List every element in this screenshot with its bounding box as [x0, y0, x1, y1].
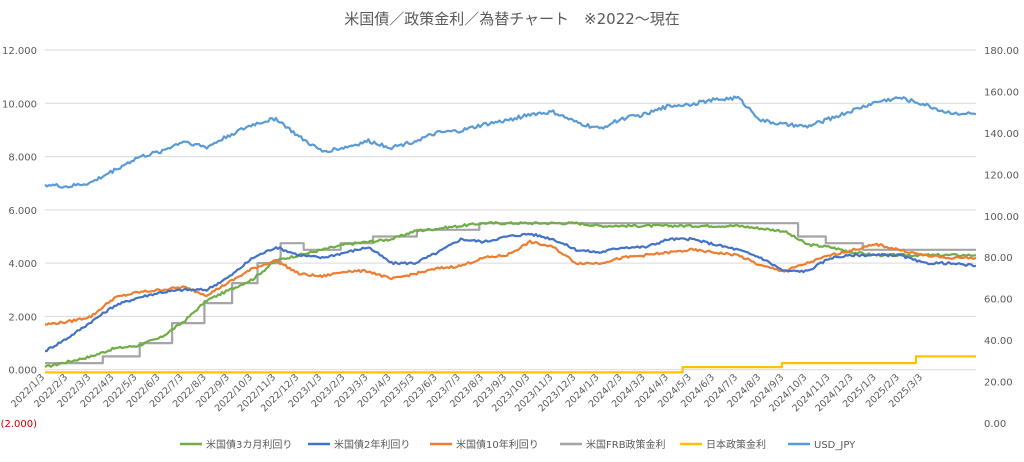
y-axis-left: 12.000 10.000 8.000 6.000 4.000 2.000 0.000 (2.…: [1, 46, 38, 430]
series-10y-yield-line: [44, 239, 977, 326]
y-right-tick-label: 40.00: [984, 336, 1013, 347]
series-2y-yield-line: [44, 232, 977, 353]
legend-label: 日本政策金利: [706, 438, 766, 451]
y-left-tick-label: (2.000): [1, 419, 38, 430]
chart-title: 米国債／政策金利／為替チャート ※2022～現在: [344, 10, 680, 28]
legend-label: 米国債3カ月利回り: [206, 438, 292, 451]
series-3m-yield-line: [44, 221, 977, 368]
y-left-tick-label: 2.000: [8, 312, 37, 323]
legend: 米国債3カ月利回り 米国債2年利回り 米国債10年利回り 米国FRB政策金利 日本政策金…: [180, 438, 856, 451]
y-right-tick-label: 100.00: [984, 212, 1019, 223]
y-right-tick-label: 20.00: [984, 378, 1013, 389]
y-left-tick-label: 12.000: [2, 46, 37, 57]
gridlines: [45, 49, 976, 371]
y-left-tick-label: 8.000: [8, 153, 37, 164]
y-left-tick-label: 10.000: [2, 99, 37, 110]
y-left-tick-label: 6.000: [8, 206, 37, 217]
legend-label: 米国債2年利回り: [334, 438, 410, 451]
legend-label: 米国債10年利回り: [456, 438, 539, 451]
y-left-tick-label: 0.000: [8, 366, 37, 377]
legend-label: USD_JPY: [814, 440, 856, 451]
y-right-tick-label: 160.00: [984, 87, 1019, 98]
y-right-tick-label: 140.00: [984, 129, 1019, 140]
y-axis-right: 180.00 160.00 140.00 120.00 100.00 80.00 60.00…: [984, 46, 1019, 430]
series-usdjpy-line: [44, 95, 977, 189]
plot-series: [44, 95, 977, 374]
series-japan-rate-line: [45, 355, 976, 374]
legend-label: 米国FRB政策金利: [586, 438, 666, 451]
y-left-tick-label: 4.000: [8, 259, 37, 270]
y-right-tick-label: 180.00: [984, 46, 1019, 57]
x-axis: 2022/1/32022/2/32022/3/32022/4/32022/5/3…: [9, 372, 925, 414]
y-right-tick-label: 80.00: [984, 253, 1013, 264]
series-frb-rate-line: [45, 222, 976, 365]
y-right-tick-label: 120.00: [984, 170, 1019, 181]
y-right-tick-label: 0.00: [984, 419, 1006, 430]
y-right-tick-label: 60.00: [984, 295, 1013, 306]
